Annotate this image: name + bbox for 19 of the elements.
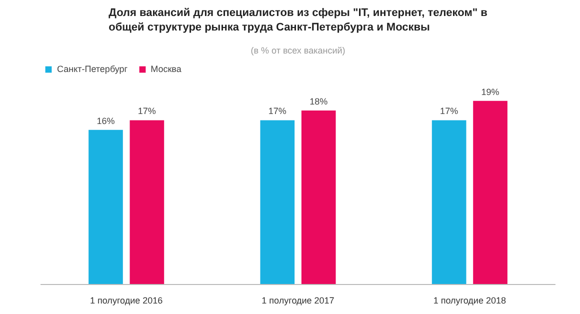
bar <box>88 130 123 284</box>
bar <box>301 110 336 284</box>
data-label: 17% <box>440 106 458 116</box>
legend-label: Москва <box>150 64 182 74</box>
data-label: 18% <box>310 96 328 107</box>
data-label: 17% <box>268 106 286 116</box>
bar <box>432 120 466 284</box>
data-label: 17% <box>138 106 156 116</box>
bar <box>473 100 508 284</box>
bar <box>260 120 295 284</box>
x-tick-label: 1 полугодие 2016 <box>90 296 163 306</box>
bar <box>130 120 164 284</box>
legend-label: Санкт-Петербург <box>57 64 128 74</box>
chart-subtitle: (в % от всех вакансий) <box>250 46 346 56</box>
data-label: 19% <box>481 86 500 97</box>
x-tick-label: 1 полугодие 2017 <box>262 296 334 306</box>
chart-title: Доля вакансий для специалистов из сферы "IT, интернет, телеком" в общей структуре рынка труда Санкт-Петербурга и Москвы <box>108 7 488 34</box>
x-tick-label: 1 полугодие 2018 <box>433 296 506 306</box>
data-label: 16% <box>96 116 115 126</box>
